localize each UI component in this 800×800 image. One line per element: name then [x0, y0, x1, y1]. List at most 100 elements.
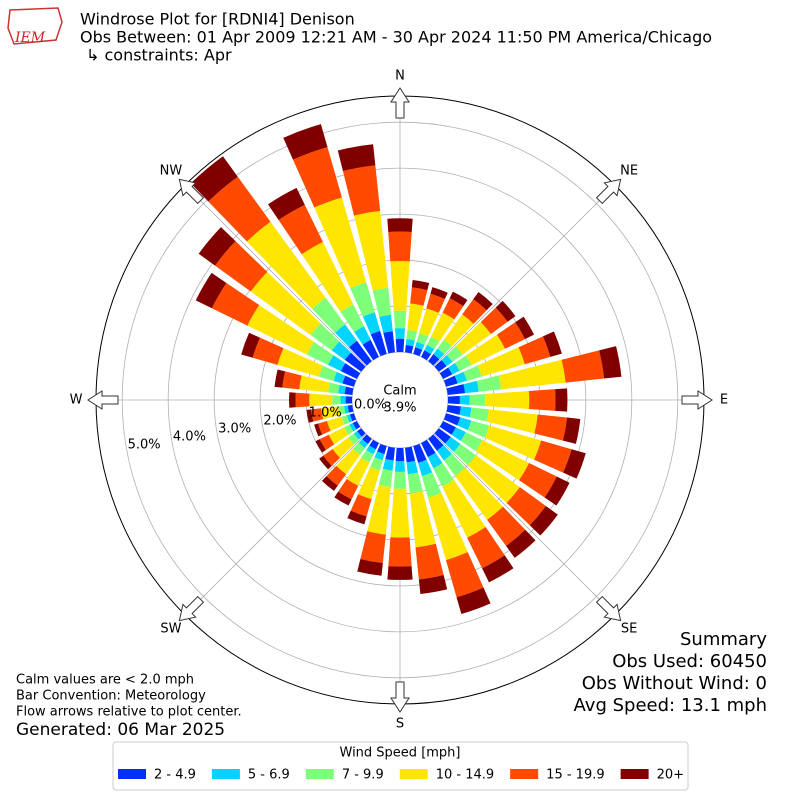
bar-segment	[437, 339, 452, 355]
bar-segment	[379, 314, 393, 333]
bar-segment	[421, 472, 442, 498]
bar-segment	[447, 395, 460, 405]
bar-segment	[344, 352, 366, 372]
grid-circle	[121, 121, 679, 679]
note: Calm values are < 2.0 mph	[16, 673, 194, 688]
bar-segment	[349, 340, 372, 366]
bar-segment	[426, 293, 445, 313]
bar-segment	[252, 337, 284, 365]
bar-segment	[433, 463, 454, 487]
bar-segment	[561, 350, 605, 383]
bar-segment	[306, 342, 334, 365]
summary-line: Obs Used: 60450	[612, 651, 767, 672]
bar-segment	[289, 392, 296, 408]
bar-segment	[428, 354, 440, 366]
bar-segment	[312, 297, 346, 333]
direction-label: S	[396, 717, 404, 732]
bar-segment	[362, 339, 379, 361]
bar-segment	[413, 347, 423, 357]
legend-label: 7 - 9.9	[342, 768, 384, 783]
bar-segment	[467, 455, 520, 503]
bar-segment	[563, 449, 586, 479]
bar-segment	[354, 211, 389, 291]
direction-label: NW	[160, 163, 183, 178]
bar-segment	[460, 432, 483, 452]
bar-segment	[357, 428, 366, 437]
bar-segment	[477, 347, 525, 377]
calm-value: 3.9%	[383, 401, 416, 416]
bar-segment	[335, 324, 357, 348]
bar-segment	[372, 287, 392, 317]
bar-segment	[467, 527, 505, 569]
flow-arrow	[178, 595, 205, 622]
bar-segment	[426, 336, 440, 350]
bar-segment	[454, 371, 467, 384]
bar-segment	[446, 405, 461, 415]
bar-segment	[415, 543, 444, 580]
bar-segment	[382, 459, 394, 471]
bar-segment	[350, 494, 372, 517]
grid-circle	[213, 213, 587, 587]
bar-segment	[344, 424, 354, 435]
bar-segment	[410, 287, 428, 306]
bar-segment	[327, 355, 346, 372]
bar-segment	[445, 436, 461, 452]
bar-segment	[314, 197, 367, 289]
bar-segment	[246, 221, 326, 309]
bar-segment	[345, 396, 353, 404]
calm-circle	[353, 353, 447, 447]
bar-segment	[442, 298, 464, 320]
bar-segment	[340, 395, 346, 405]
bar-segment	[250, 271, 321, 336]
bar-segment	[430, 312, 455, 342]
bar-segment	[369, 439, 379, 450]
bar-segment	[485, 390, 530, 410]
bar-segment	[406, 329, 418, 341]
logo-outline	[7, 7, 63, 45]
bar-segment	[354, 326, 371, 345]
bar-segment	[344, 405, 349, 414]
bar-segment	[415, 341, 425, 350]
bar-segment	[247, 305, 315, 355]
bar-segment	[319, 434, 335, 450]
bar-segment	[448, 362, 460, 375]
radial-grid-line	[184, 433, 367, 616]
bar-segment	[387, 566, 413, 580]
bar-segment	[506, 529, 536, 558]
bar-segment	[211, 282, 260, 326]
bar-segment	[486, 409, 538, 434]
bar-segment	[455, 467, 503, 520]
bar-segment	[299, 375, 330, 393]
bar-segment	[358, 466, 380, 500]
legend-swatch	[510, 769, 539, 779]
bar-segment	[446, 384, 466, 395]
bar-segment	[374, 451, 385, 461]
bar-segment	[352, 442, 366, 455]
bar-segment	[495, 300, 516, 322]
bar-segment	[357, 558, 383, 576]
bar-segment	[347, 510, 367, 525]
bar-segment	[326, 416, 345, 431]
legend-swatch	[399, 769, 428, 779]
direction-label: SW	[160, 622, 181, 637]
bar-segment	[337, 144, 376, 172]
bar-segment	[334, 491, 352, 506]
bar-segment	[449, 291, 468, 307]
bar-segment	[462, 299, 487, 324]
bar-segment	[562, 417, 581, 444]
direction-label: E	[720, 393, 728, 408]
bar-segment	[346, 457, 370, 486]
summary-line: Avg Speed: 13.1 mph	[574, 695, 767, 716]
legend-label: 5 - 6.9	[248, 768, 290, 783]
direction-label: SE	[621, 622, 637, 637]
bar-segment	[534, 440, 572, 473]
bar-segment	[370, 457, 383, 471]
bar-segment	[395, 338, 405, 353]
bar-segment	[388, 537, 412, 567]
bar-segment	[529, 389, 556, 411]
bar-segment	[496, 322, 525, 349]
bar-segment	[318, 420, 331, 435]
bar-segment	[555, 388, 568, 412]
bar-segment	[388, 231, 412, 262]
bar-segment	[442, 479, 486, 538]
